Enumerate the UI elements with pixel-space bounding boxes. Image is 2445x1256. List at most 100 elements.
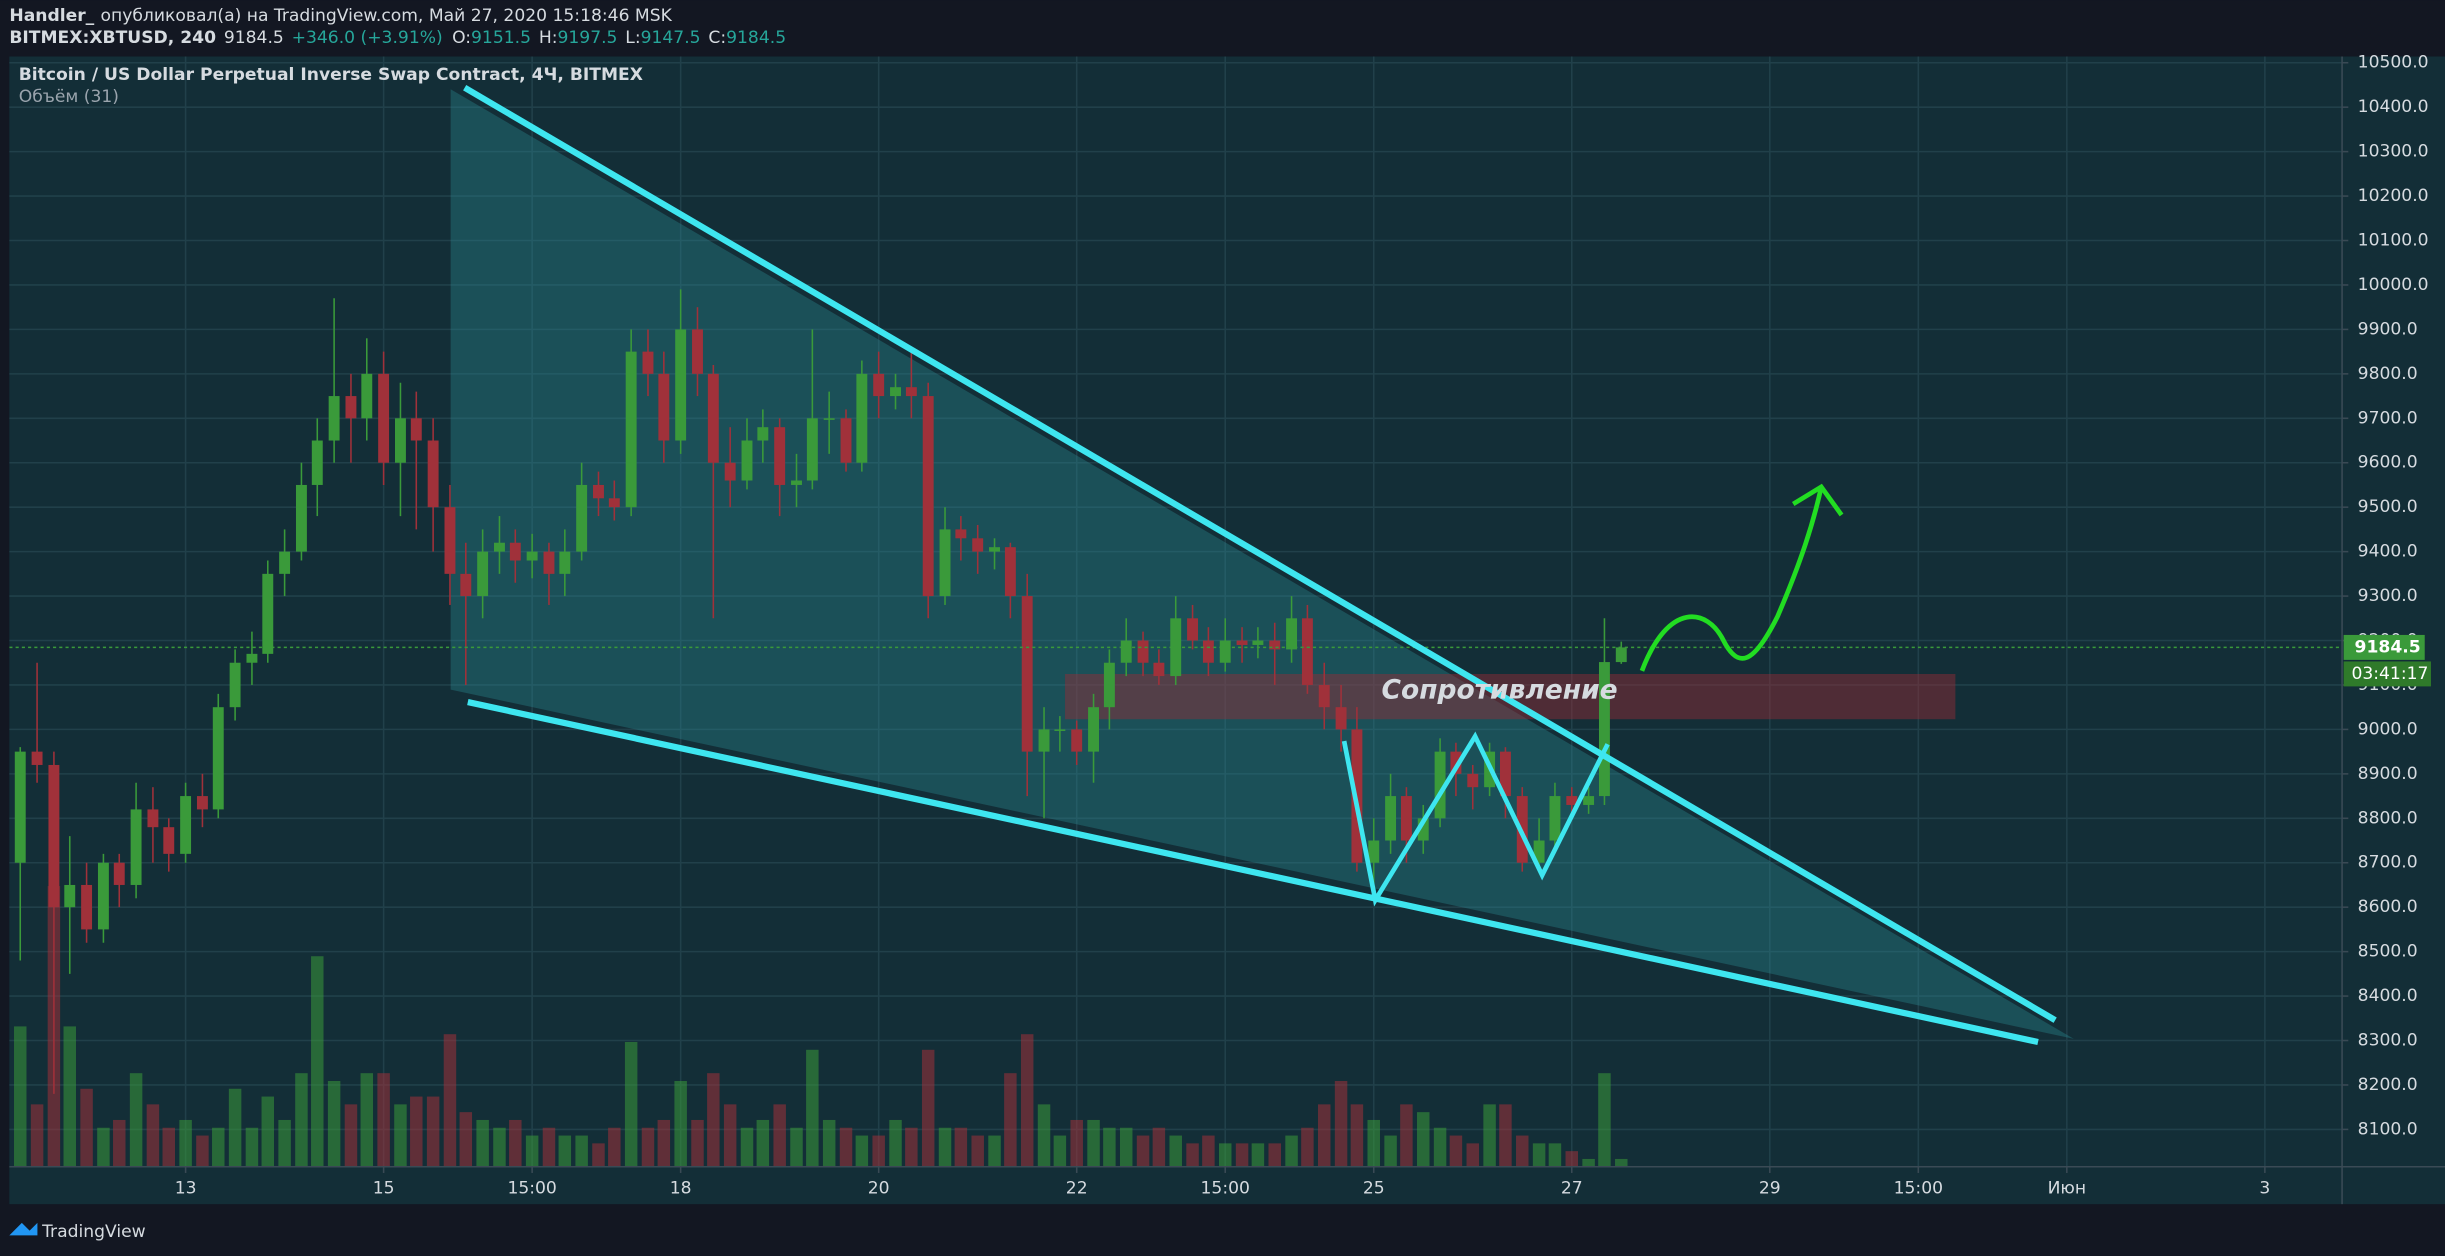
candle-body	[1137, 640, 1149, 663]
volume-bar	[261, 1096, 275, 1167]
volume-bar	[1218, 1143, 1232, 1167]
y-tick-label: 9600.0	[2358, 453, 2418, 473]
volume-bar	[146, 1104, 160, 1167]
published: опубликовал(а) на TradingView.com, Май 2…	[101, 6, 673, 26]
volume-bar	[129, 1073, 143, 1167]
volume-bar	[14, 1026, 27, 1167]
candle-body	[593, 484, 604, 499]
logo[interactable]	[9, 1222, 38, 1236]
candle-body	[1450, 751, 1462, 774]
volume-bar	[1615, 1158, 1628, 1167]
candle-body	[1368, 840, 1380, 863]
candle-body	[806, 418, 818, 481]
volume-bar	[1449, 1135, 1463, 1167]
ohlc-value: 9151.5	[471, 28, 531, 48]
candle-body	[1400, 796, 1412, 841]
volume-bar	[1202, 1135, 1215, 1167]
y-tick-label: 10200.0	[2358, 186, 2429, 206]
brand[interactable]: TradingView	[41, 1222, 146, 1242]
volume-bar	[525, 1135, 539, 1167]
last-price-label: 9184.5	[2355, 637, 2421, 657]
volume-bar	[196, 1135, 209, 1167]
volume-bar	[1020, 1034, 1034, 1167]
x-tick-label: 13	[175, 1179, 197, 1199]
y-tick-label: 9700.0	[2358, 408, 2418, 428]
volume-bar	[1334, 1080, 1348, 1167]
y-tick-label: 9900.0	[2358, 319, 2418, 339]
candle-body	[345, 396, 357, 419]
candle-body	[509, 542, 521, 561]
volume-bar	[657, 1119, 671, 1167]
candle-body	[1417, 818, 1429, 841]
y-tick-label: 9800.0	[2358, 364, 2418, 384]
wedge-fill	[450, 89, 2074, 1039]
volume-bar	[1268, 1143, 1281, 1167]
candle-body	[543, 551, 555, 574]
candle-body	[905, 387, 917, 397]
candle-body	[229, 662, 241, 708]
author[interactable]: Handler_	[9, 6, 94, 26]
candle-body	[444, 507, 456, 574]
volume-bar	[740, 1127, 754, 1167]
ohlc-value: 9197.5	[557, 28, 617, 48]
volume-bar	[1367, 1119, 1380, 1167]
volume-bar	[344, 1104, 358, 1167]
candle-body	[1467, 773, 1479, 788]
volume-bar	[1169, 1135, 1182, 1167]
volume-bar	[1087, 1119, 1100, 1167]
x-tick-label: 15	[373, 1179, 395, 1199]
candle-body	[692, 329, 703, 374]
volume-bar	[63, 1026, 76, 1167]
candle-body	[1153, 662, 1165, 677]
volume-bar	[839, 1127, 853, 1167]
annotation: Сопротивление	[1382, 675, 1618, 706]
volume-bar	[1516, 1135, 1529, 1167]
candle-body	[1499, 751, 1511, 797]
candle-body	[1318, 684, 1330, 708]
axes: 10500.0 10400.0 10300.0 10200.0 10100.0 10000…	[175, 53, 2431, 1199]
candle-body	[774, 427, 786, 485]
volume-bar	[113, 1119, 126, 1167]
volume-bar	[1466, 1143, 1479, 1167]
wedge-upper	[463, 85, 2057, 1023]
candle-body	[1219, 640, 1231, 663]
candle-body	[1038, 729, 1050, 752]
candle-body	[147, 809, 159, 828]
volume-bar	[1053, 1135, 1067, 1167]
y-tick-label: 10100.0	[2358, 231, 2429, 251]
volume-bar	[707, 1073, 720, 1167]
volume-bar	[1400, 1104, 1413, 1167]
volume-bar	[426, 1096, 440, 1167]
last: 9184.5	[224, 28, 284, 48]
volume-bar	[558, 1135, 572, 1167]
y-tick-label: 9400.0	[2358, 542, 2418, 562]
footer: TradingView	[9, 1222, 146, 1242]
x-tick-label: 15:00	[1894, 1179, 1943, 1199]
volume-bar	[1136, 1135, 1150, 1167]
candle-body	[658, 373, 670, 441]
ohlc-value: 9184.5	[726, 28, 786, 48]
candle-body	[494, 542, 505, 552]
x-tick-label: 3	[2259, 1179, 2270, 1199]
resistance-zone	[1065, 673, 1956, 720]
candle-body	[81, 884, 93, 930]
candle-body	[1583, 796, 1595, 805]
volume-bar	[889, 1119, 902, 1167]
volume-bar	[1548, 1143, 1562, 1167]
candle-body	[180, 796, 192, 854]
countdown-box	[2343, 661, 2431, 687]
y-tick-label: 9500.0	[2358, 497, 2418, 517]
candle-body	[1385, 796, 1397, 841]
candle-body	[1004, 547, 1016, 597]
candle-body	[1054, 729, 1066, 731]
y-tick-label: 8500.0	[2358, 942, 2418, 962]
candle-body	[163, 827, 175, 854]
candle-body	[757, 427, 769, 441]
volume-bar	[905, 1127, 918, 1167]
x-tick-label: 25	[1363, 1179, 1385, 1199]
candle-body	[1434, 751, 1446, 819]
volume-bar	[542, 1127, 556, 1167]
candle-body	[675, 329, 687, 441]
candle-body	[1286, 618, 1298, 650]
